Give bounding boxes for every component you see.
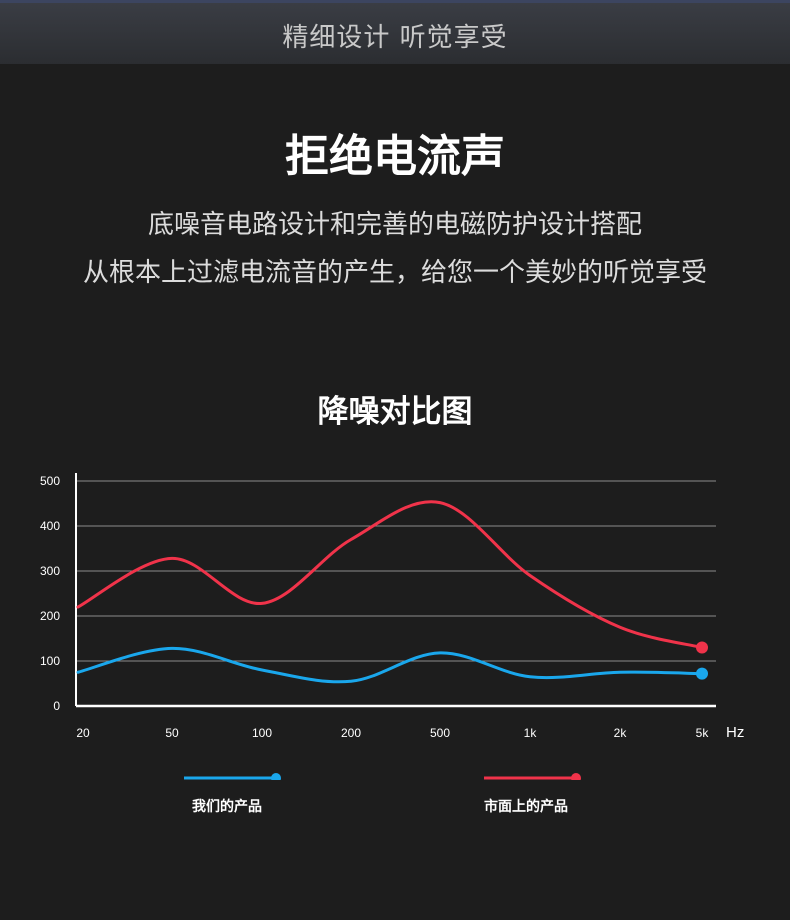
x-tick-label: 5k bbox=[696, 726, 710, 740]
description-line-2: 从根本上过滤电流音的产生，给您一个美妙的听觉享受 bbox=[82, 258, 707, 288]
y-tick-label: 100 bbox=[40, 654, 60, 668]
legend-label-market-product: 市面上的产品 bbox=[484, 799, 568, 815]
headline: 拒绝电流声 bbox=[285, 131, 505, 182]
x-tick-label: 500 bbox=[430, 726, 450, 740]
y-tick-label: 500 bbox=[40, 474, 60, 488]
y-tick-label: 0 bbox=[53, 699, 60, 713]
header-banner: 精细设计 听觉享受 bbox=[0, 0, 790, 64]
banner-title: 精细设计 听觉享受 bbox=[282, 23, 508, 53]
series-line-1 bbox=[76, 500, 704, 649]
x-tick-label: 1k bbox=[524, 726, 538, 740]
x-tick-label: 100 bbox=[252, 726, 272, 740]
series-end-point-1 bbox=[696, 641, 708, 654]
x-tick-label: 20 bbox=[76, 726, 90, 740]
y-tick-label: 200 bbox=[40, 609, 60, 623]
x-tick-label: 2k bbox=[614, 726, 628, 740]
y-tick-label: 300 bbox=[40, 564, 60, 578]
series-end-point-0 bbox=[696, 667, 708, 680]
x-tick-label: 50 bbox=[165, 726, 179, 740]
description-line-1: 底噪音电路设计和完善的电磁防护设计搭配 bbox=[147, 210, 642, 240]
chart-title: 降噪对比图 bbox=[317, 394, 473, 430]
legend-swatch-dot-1 bbox=[571, 773, 581, 780]
legend-swatch-dot-0 bbox=[271, 773, 281, 780]
series-line-0 bbox=[76, 646, 704, 684]
noise-comparison-chart: 0 100 200 300 400 500 20 50 100 200 500 1k 2k 5k Hz bbox=[40, 473, 744, 780]
x-unit-label: Hz bbox=[726, 724, 744, 741]
x-tick-label: 200 bbox=[341, 726, 361, 740]
y-tick-label: 400 bbox=[40, 519, 60, 533]
legend-label-our-product: 我们的产品 bbox=[192, 799, 262, 815]
